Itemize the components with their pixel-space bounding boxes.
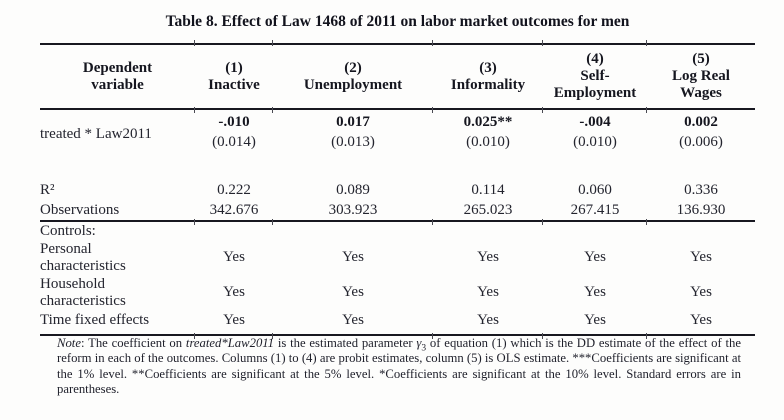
col-name: Wages — [680, 85, 722, 101]
coefficient: 0.017 — [336, 114, 370, 130]
coefficient: -.004 — [579, 114, 611, 130]
control-label-line: characteristics — [40, 292, 126, 309]
control-value: Yes — [542, 310, 647, 339]
control-value: Yes — [584, 249, 606, 265]
col-name: Inactive — [208, 76, 260, 93]
treatment-cell-5: 0.002 (0.006) — [647, 109, 755, 162]
control-label: Time fixed effects — [40, 310, 195, 336]
treatment-cell-4: -.004 (0.010) — [543, 109, 647, 162]
spacer-row — [40, 162, 755, 180]
r-squared-value: 0.060 — [578, 182, 612, 198]
header-line: Dependent — [82, 59, 153, 76]
results-table-wrap: Dependent variable (1) Inactive (2) Unem… — [40, 41, 755, 339]
control-value: Yes — [194, 310, 273, 339]
col-number: (2) — [344, 59, 362, 76]
control-value: Yes — [477, 284, 499, 300]
treatment-cell-2: 0.017 (0.013) — [273, 109, 433, 162]
controls-row-personal: Personal characteristics Yes Yes Yes Yes… — [40, 240, 755, 275]
col-number: (1) — [225, 59, 243, 76]
std-error: (0.014) — [212, 134, 256, 150]
col-number: (5) — [692, 51, 710, 67]
table-title: Table 8. Effect of Law 1468 of 2011 on l… — [165, 13, 630, 30]
header-col-1-inactive: (1) Inactive — [194, 41, 273, 114]
std-error: (0.006) — [679, 134, 723, 150]
control-value: Yes — [690, 249, 712, 265]
control-value: Yes — [223, 284, 245, 300]
observations-row: Observations 342.676 303.923 265.023 267… — [40, 200, 755, 225]
table-note: Note: The coefficient on treated*Law2011… — [57, 336, 741, 398]
col-name: Self- — [580, 68, 610, 84]
control-value: Yes — [584, 284, 606, 300]
observations-value: 267.415 — [542, 200, 647, 225]
col-number: (3) — [479, 59, 497, 76]
results-table: Dependent variable (1) Inactive (2) Unem… — [40, 41, 755, 339]
header-col-2-unemployment: (2) Unemployment — [272, 41, 433, 114]
note-segment: Note — [57, 336, 81, 350]
observations-value: 265.023 — [432, 200, 543, 225]
header-line: variable — [91, 76, 144, 93]
observations-value: 136.930 — [646, 200, 755, 225]
r-squared-value: 0.336 — [684, 182, 718, 198]
coefficient: 0.002 — [684, 114, 718, 130]
control-value: Yes — [432, 310, 543, 339]
treatment-row: treated * Law2011 -.010 (0.014) 0.017 (0… — [40, 109, 755, 162]
header-col-5-log-real-wages: (5) Log Real Wages — [646, 41, 755, 114]
control-value: Yes — [272, 310, 433, 339]
control-value: Yes — [342, 249, 364, 265]
std-error: (0.010) — [466, 134, 510, 150]
control-value: Yes — [646, 310, 755, 339]
controls-heading-row: Controls: — [40, 221, 755, 240]
header-col-3-informality: (3) Informality — [432, 41, 543, 114]
controls-heading: Controls: — [40, 223, 96, 239]
control-value: Yes — [690, 284, 712, 300]
observations-label: Observations — [40, 200, 195, 222]
treatment-cell-1: -.010 (0.014) — [195, 109, 273, 162]
treatment-label: treated * Law2011 — [40, 126, 152, 142]
col-name: Log Real — [672, 68, 730, 84]
std-error: (0.010) — [573, 134, 617, 150]
control-value: Yes — [477, 249, 499, 265]
header-row: Dependent variable (1) Inactive (2) Unem… — [40, 41, 755, 114]
r-squared-label: R² — [40, 182, 55, 198]
r-squared-value: 0.222 — [217, 182, 251, 198]
observations-value: 303.923 — [272, 200, 433, 225]
controls-row-time-fixed-effects: Time fixed effects Yes Yes Yes Yes Yes — [40, 310, 755, 339]
r-squared-row: R² 0.222 0.089 0.114 0.060 0.336 — [40, 180, 755, 200]
col-name: Informality — [450, 76, 526, 93]
note-segment: is the estimated parameter — [274, 336, 417, 350]
note-segment: of equation (1) which is the DD estimate… — [57, 336, 742, 397]
control-label-line: Personal — [40, 240, 92, 257]
treatment-cell-3: 0.025** (0.010) — [433, 109, 543, 162]
std-error: (0.013) — [331, 134, 375, 150]
coefficient: 0.025** — [463, 114, 513, 130]
control-label: Personal characteristics — [40, 240, 195, 275]
control-label: Household characteristics — [40, 275, 195, 310]
r-squared-value: 0.089 — [336, 182, 370, 198]
control-value: Yes — [342, 284, 364, 300]
observations-value: 342.676 — [194, 200, 273, 225]
control-label-line: Household — [40, 275, 105, 292]
col-number: (4) — [586, 51, 604, 67]
col-name: Unemployment — [303, 76, 403, 93]
control-label-line: characteristics — [40, 257, 126, 274]
r-squared-value: 0.114 — [471, 182, 505, 198]
header-dependent-variable: Dependent variable — [40, 43, 195, 110]
coefficient: -.010 — [218, 114, 250, 130]
header-col-4-self-employment: (4) Self- Employment — [542, 41, 647, 114]
col-name: Employment — [553, 85, 637, 101]
control-value: Yes — [223, 249, 245, 265]
note-segment: : The coefficient on — [80, 336, 186, 350]
note-subscript: 3 — [421, 343, 427, 354]
note-segment: γ — [416, 336, 422, 350]
controls-row-household: Household characteristics Yes Yes Yes Ye… — [40, 275, 755, 310]
note-segment: treated*Law2011 — [185, 336, 275, 350]
